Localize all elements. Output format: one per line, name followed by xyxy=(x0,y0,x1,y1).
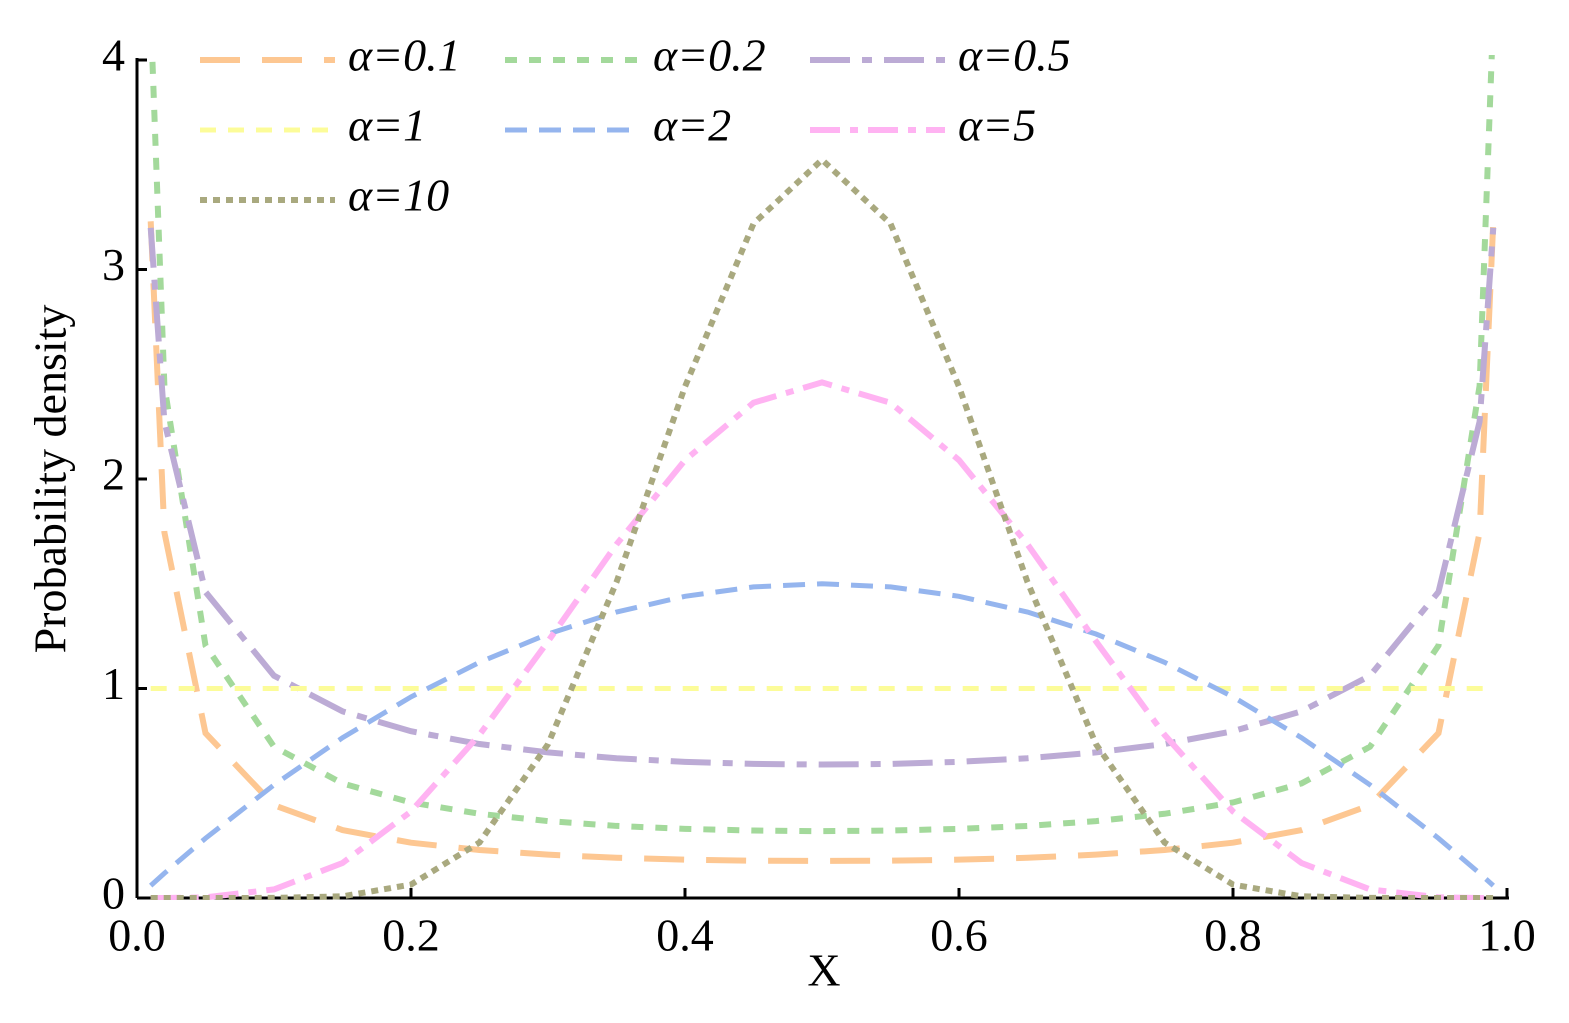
legend-label: α=0.1 xyxy=(348,30,461,81)
series-line xyxy=(149,55,1495,835)
y-tick-label: 3 xyxy=(102,239,125,290)
y-tick-label: 4 xyxy=(102,30,125,81)
x-tick-label: 0.8 xyxy=(1204,910,1262,961)
x-tick-label: 1.0 xyxy=(1478,910,1536,961)
plot-area xyxy=(147,55,1497,900)
series-line xyxy=(150,379,1494,900)
series-line xyxy=(147,221,1497,864)
y-tick-label: 2 xyxy=(102,449,125,500)
x-tick-label: 0.6 xyxy=(930,910,988,961)
series-line xyxy=(147,227,1497,768)
legend-label: α=10 xyxy=(348,170,449,221)
x-tick-label: 0.0 xyxy=(108,910,166,961)
y-tick-label: 0 xyxy=(102,868,125,919)
y-tick-label: 1 xyxy=(102,658,125,709)
y-axis-label: Probability density xyxy=(25,305,76,654)
legend-label: α=0.2 xyxy=(653,30,766,81)
series-line xyxy=(149,581,1495,888)
x-tick-label: 0.2 xyxy=(382,910,440,961)
legend-label: α=2 xyxy=(653,100,731,151)
x-axis-label: X xyxy=(807,945,840,996)
x-tick-label: 0.4 xyxy=(656,910,714,961)
legend-label: α=0.5 xyxy=(958,30,1071,81)
legend-label: α=5 xyxy=(958,100,1036,151)
legend-label: α=1 xyxy=(348,100,426,151)
